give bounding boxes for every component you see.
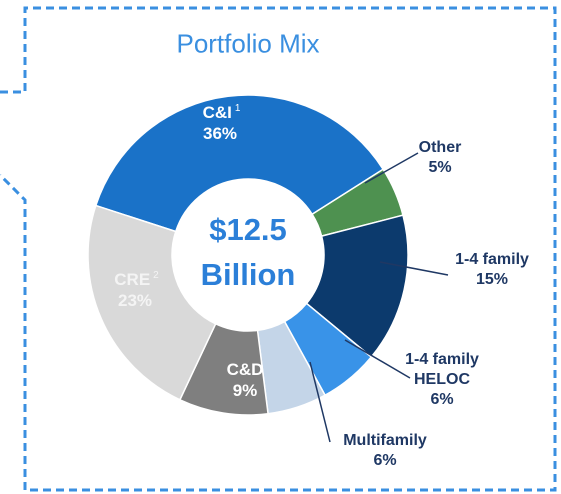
center-unit: Billion <box>200 257 296 292</box>
slice-label: C&I 1 36% <box>180 102 260 144</box>
slice <box>305 214 409 359</box>
slice-label: Other 5% <box>405 138 475 178</box>
leader-line <box>309 361 331 443</box>
category-label: 1-4 family HELOC <box>405 351 479 388</box>
category-line: 1-4 family <box>437 250 547 270</box>
center-value: $12.5 <box>209 212 287 247</box>
slice-label: CRE 2 23% <box>105 269 165 311</box>
category-label: CRE <box>114 270 151 289</box>
category-label: C&I <box>202 103 232 122</box>
slice-label: 1-4 family HELOC 6% <box>397 350 487 410</box>
value-label: 9% <box>232 381 258 400</box>
chart-title: Portfolio Mix <box>176 28 320 59</box>
footnote-marker: 2 <box>153 270 159 281</box>
slice-label: C&D 9% <box>215 359 275 401</box>
value-label: 6% <box>430 391 454 408</box>
slice <box>87 204 217 401</box>
category-label: 1-4 family <box>455 251 529 268</box>
leader-line <box>379 261 449 276</box>
frame <box>0 6 557 492</box>
value-label: 6% <box>373 452 397 469</box>
category-line: C&I 1 <box>180 102 260 123</box>
leader-line <box>364 152 419 184</box>
category-label: C&D <box>226 360 264 379</box>
category-line: Multifamily <box>325 431 445 451</box>
category-label: Multifamily <box>343 432 427 449</box>
leader-line <box>344 339 411 379</box>
category-line: CRE 2 <box>105 269 165 290</box>
footnote-marker: 1 <box>234 103 241 114</box>
category-line: Other <box>405 138 475 158</box>
slice-label: 1-4 family 15% <box>437 250 547 290</box>
category-label: Other <box>418 139 462 156</box>
value-label: 36% <box>202 124 238 143</box>
value-label: 15% <box>475 271 509 288</box>
category-line: 1-4 family HELOC <box>397 350 487 390</box>
value-label: 23% <box>117 291 153 310</box>
slice <box>94 94 385 233</box>
slice-label: Multifamily 6% <box>325 431 445 471</box>
category-line: C&D <box>215 359 275 380</box>
value-label: 5% <box>428 159 452 176</box>
